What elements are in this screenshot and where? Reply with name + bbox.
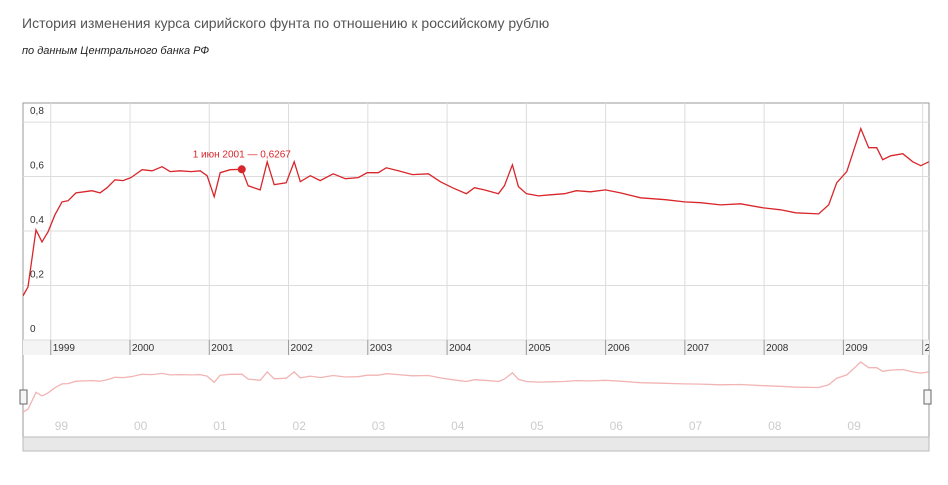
x-tick-label: 2010 [925,343,948,354]
chart-subtitle: по данным Центрального банка РФ [22,45,209,57]
y-tick-label: 0,6 [30,161,44,172]
x-tick-label: 2003 [370,343,393,354]
chart-title: История изменения курса сирийского фунта… [22,15,549,31]
y-tick-label: 0,8 [30,106,44,117]
x-tick-label: 2007 [687,343,710,354]
x-tick-label: 2002 [291,343,314,354]
x-axis-strip [23,340,929,355]
x-tick-label: 1999 [53,343,76,354]
nav-handle-left[interactable] [19,389,28,405]
highlight-point [237,165,246,174]
x-tick-label: 2006 [608,343,631,354]
nav-label: 99 [55,419,69,433]
nav-handle-right[interactable] [923,389,932,405]
nav-line [23,361,929,413]
nav-label: 08 [768,419,782,433]
nav-label: 06 [610,419,624,433]
chart-frame [22,102,930,452]
nav-label: 09 [847,419,861,433]
nav-label: 07 [689,419,703,433]
nav-label: 00 [134,419,148,433]
y-tick-label: 0,4 [30,215,44,226]
scrollbar[interactable] [22,436,930,452]
nav-label: 02 [293,419,307,433]
x-tick-label: 2005 [528,343,551,354]
y-tick-label: 0,2 [30,270,44,281]
x-tick-label: 2001 [211,343,234,354]
x-tick-label: 2004 [449,343,472,354]
series-line [23,126,929,297]
x-tick-label: 2009 [845,343,868,354]
nav-label: 04 [451,419,465,433]
point-annotation: 1 июн 2001 — 0,6267 [193,149,292,160]
y-tick-label: 0 [30,324,36,335]
x-tick-label: 2000 [132,343,155,354]
x-tick-label: 2008 [766,343,789,354]
nav-label: 05 [530,419,544,433]
nav-label: 01 [213,419,227,433]
nav-label: 03 [372,419,386,433]
